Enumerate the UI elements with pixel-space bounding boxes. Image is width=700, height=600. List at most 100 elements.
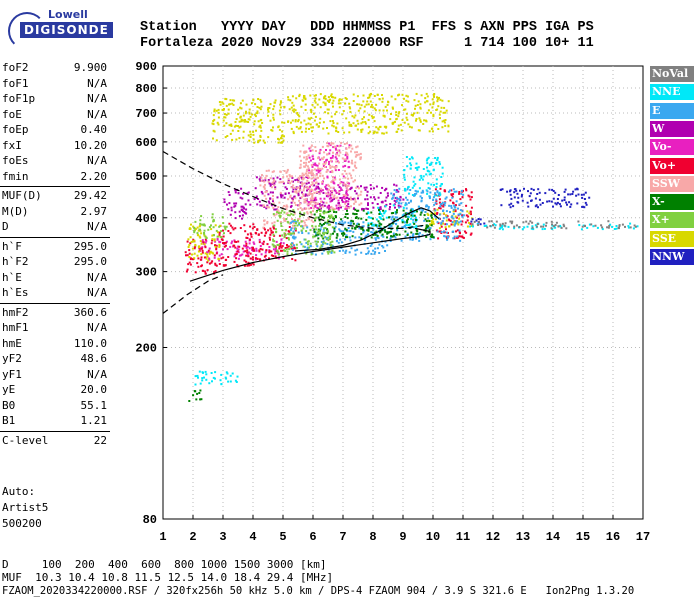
echo-point: [314, 253, 317, 256]
echo-point: [293, 186, 296, 189]
echo-point: [329, 244, 332, 247]
echo-point: [405, 112, 408, 115]
echo-point: [539, 203, 542, 206]
echo-point: [252, 248, 255, 251]
echo-point: [313, 112, 315, 115]
echo-point: [444, 226, 447, 229]
echo-point: [411, 186, 414, 189]
echo-point: [263, 234, 266, 237]
echo-point: [306, 226, 309, 229]
echo-point: [392, 232, 395, 235]
echo-point: [295, 97, 298, 100]
echo-point: [249, 130, 252, 133]
footer-file-info: FZAOM_2020334220000.RSF / 320fx256h 50 k…: [2, 585, 635, 597]
echo-point: [208, 257, 211, 260]
echo-point: [279, 170, 282, 173]
echo-point: [447, 124, 450, 127]
echo-point: [443, 121, 446, 124]
echo-point: [331, 169, 334, 172]
echo-point: [332, 219, 335, 222]
echo-point: [281, 194, 284, 197]
echo-point: [266, 204, 269, 207]
echo-point: [323, 151, 326, 154]
echo-point: [301, 193, 304, 196]
param-row: yE 20.0: [0, 382, 110, 398]
echo-point: [427, 206, 430, 208]
echo-point: [385, 125, 388, 128]
echo-point: [427, 227, 430, 230]
echo-point: [204, 241, 207, 244]
echo-point: [415, 226, 418, 229]
echo-point: [292, 130, 295, 133]
echo-point: [255, 254, 258, 257]
echo-point: [318, 219, 321, 222]
echo-point: [242, 119, 245, 122]
echo-point: [458, 192, 461, 195]
echo-point: [580, 193, 583, 196]
echo-point: [428, 130, 431, 133]
echo-point: [298, 95, 301, 98]
echo-point: [214, 371, 217, 374]
echo-point: [239, 196, 242, 199]
echo-point: [335, 222, 338, 225]
echo-point: [319, 214, 322, 217]
echo-point: [299, 150, 302, 153]
echo-point: [324, 236, 327, 239]
echo-point: [377, 206, 380, 209]
echo-point: [377, 128, 380, 131]
echo-point: [361, 225, 364, 228]
echo-point: [233, 99, 236, 102]
echo-point: [398, 233, 401, 236]
echo-point: [346, 157, 349, 160]
echo-point: [415, 237, 417, 240]
echo-point: [356, 248, 359, 251]
echo-point: [334, 215, 337, 217]
echo-point: [544, 192, 547, 195]
echo-point: [439, 185, 442, 187]
echo-point: [259, 134, 262, 137]
echo-point: [337, 241, 340, 244]
echo-point: [284, 249, 287, 252]
echo-point: [342, 196, 345, 199]
echo-point: [307, 117, 310, 120]
echo-point: [406, 212, 409, 215]
echo-point: [245, 242, 248, 245]
echo-point: [559, 205, 562, 208]
echo-point: [226, 372, 229, 375]
echo-point: [333, 251, 336, 254]
echo-point: [344, 97, 347, 99]
echo-point: [410, 231, 413, 234]
echo-point: [256, 111, 259, 114]
x-tick-label: 12: [486, 530, 500, 544]
echo-point: [375, 218, 378, 221]
echo-point: [218, 234, 221, 237]
echo-point: [327, 132, 330, 135]
echo-point: [270, 129, 273, 131]
echo-point: [286, 220, 289, 223]
echo-point: [328, 152, 331, 155]
echo-point: [212, 376, 215, 379]
echo-point: [303, 161, 305, 164]
echo-point: [548, 188, 551, 191]
echo-point: [259, 119, 262, 122]
echo-point: [332, 146, 335, 149]
echo-point: [207, 249, 210, 252]
echo-point: [302, 220, 305, 223]
echo-point: [356, 151, 358, 154]
echo-point: [227, 230, 230, 232]
echo-point: [396, 209, 398, 212]
echo-point: [436, 96, 438, 99]
echo-point: [229, 103, 232, 106]
echo-point: [331, 226, 334, 229]
echo-point: [308, 176, 311, 179]
echo-point: [436, 208, 439, 211]
echo-point: [306, 212, 309, 215]
echo-point: [269, 227, 272, 230]
echo-point: [208, 252, 211, 255]
echo-point: [324, 111, 327, 114]
echo-point: [397, 190, 400, 193]
echo-point: [193, 231, 196, 234]
echo-point: [230, 206, 233, 209]
echo-point: [345, 229, 348, 231]
echo-point: [411, 212, 414, 215]
